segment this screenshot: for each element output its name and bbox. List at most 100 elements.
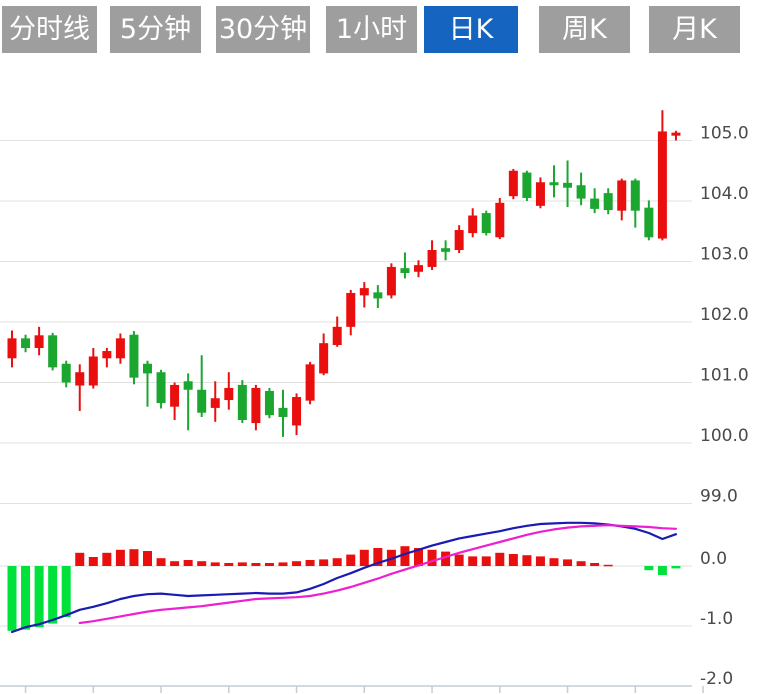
- candlestick: [644, 207, 654, 238]
- macd-bar: [61, 566, 71, 617]
- tab-daily-k[interactable]: 日K: [424, 6, 518, 53]
- macd-bar: [373, 548, 383, 566]
- macd-bar: [508, 554, 518, 566]
- candlestick: [373, 292, 383, 299]
- macd-bar: [441, 551, 451, 566]
- tab-1hour[interactable]: 1小时: [326, 6, 417, 53]
- candlestick: [522, 172, 532, 198]
- tab-monthly-k[interactable]: 月K: [649, 6, 740, 53]
- candlestick: [319, 343, 329, 374]
- candlestick: [156, 372, 166, 404]
- macd-bar: [183, 560, 193, 566]
- axis-label: 100.0: [700, 426, 749, 446]
- macd-bar: [170, 561, 180, 566]
- candlestick: [224, 387, 234, 401]
- tab-weekly-k[interactable]: 周K: [539, 6, 630, 53]
- candlestick: [495, 202, 505, 238]
- macd-bar: [88, 557, 98, 566]
- candlestick: [210, 398, 220, 408]
- macd-bar: [522, 555, 532, 566]
- macd-bar: [671, 566, 681, 569]
- candlestick: [34, 335, 44, 349]
- candlestick: [346, 292, 356, 327]
- macd-bar: [129, 549, 139, 566]
- candlestick: [454, 230, 464, 251]
- candlestick: [603, 193, 613, 211]
- macd-bar: [34, 566, 44, 628]
- tab-30min[interactable]: 30分钟: [216, 6, 310, 53]
- candlestick: [427, 250, 437, 267]
- candlestick: [359, 288, 369, 296]
- candlestick: [48, 335, 58, 368]
- candlestick: [170, 384, 180, 407]
- macd-bar: [292, 561, 302, 566]
- candlestick: [332, 326, 342, 345]
- candlestick: [657, 131, 667, 239]
- macd-bar: [414, 548, 423, 566]
- macd-bar: [102, 552, 112, 566]
- candlestick: [278, 407, 288, 417]
- macd-bar: [427, 549, 437, 566]
- candlestick: [88, 356, 98, 386]
- candlestick: [441, 248, 451, 252]
- candlestick: [183, 381, 193, 390]
- candlestick: [481, 213, 491, 234]
- candlestick: [75, 372, 85, 386]
- candlestick: [563, 182, 573, 188]
- axis-label: 0.0: [700, 549, 727, 569]
- macd-bar: [305, 560, 315, 566]
- macd-bar: [143, 551, 152, 566]
- candlestick: [143, 363, 152, 374]
- macd-bar: [7, 566, 17, 631]
- candlestick: [264, 390, 274, 416]
- axis-label: 99.0: [700, 487, 738, 507]
- axis-label: 102.0: [700, 305, 749, 325]
- candlestick: [671, 132, 681, 136]
- tab-5min[interactable]: 5分钟: [110, 6, 201, 53]
- candlestick: [237, 384, 247, 421]
- candlestick: [617, 180, 627, 211]
- candlestick: [630, 180, 640, 211]
- macd-bar: [359, 549, 369, 566]
- macd-bar: [603, 564, 613, 567]
- macd-bar: [264, 563, 274, 566]
- candlestick: [305, 364, 315, 401]
- macd-bar: [48, 566, 58, 624]
- dea-line: [78, 524, 678, 625]
- axis-label: 101.0: [700, 366, 749, 386]
- macd-bar: [319, 559, 329, 566]
- tab-time-sharing[interactable]: 分时线: [2, 6, 97, 53]
- candlestick: [251, 387, 261, 424]
- candlestick: [535, 182, 545, 206]
- macd-bar: [657, 566, 667, 575]
- macd-bar: [332, 558, 342, 566]
- candlestick: [508, 170, 518, 197]
- macd-bar: [156, 558, 166, 566]
- macd-bar: [251, 563, 261, 566]
- candlestick: [590, 198, 600, 209]
- macd-bar: [21, 566, 31, 630]
- dif-line: [10, 521, 678, 634]
- macd-bar: [468, 556, 478, 566]
- macd-bar: [590, 563, 600, 566]
- candlestick: [468, 215, 478, 234]
- macd-bar: [454, 554, 464, 566]
- macd-bar: [210, 562, 220, 566]
- macd-bar: [237, 562, 247, 566]
- macd-bar: [197, 561, 207, 566]
- candlestick: [386, 266, 396, 296]
- candlestick: [292, 397, 302, 426]
- macd-bar: [224, 563, 234, 566]
- candlestick: [400, 268, 410, 273]
- candlestick: [414, 265, 423, 272]
- axis-label: -2.0: [700, 669, 733, 689]
- macd-bar: [75, 552, 85, 566]
- period-tabbar: 分时线 5分钟 30分钟 1小时 日K 周K 月K: [0, 0, 766, 60]
- candlestick: [549, 182, 559, 186]
- axis-label: 103.0: [700, 245, 749, 265]
- macd-bar: [495, 552, 505, 566]
- candlestick: [129, 334, 139, 378]
- candlestick: [102, 351, 112, 359]
- candlestick: [21, 338, 31, 349]
